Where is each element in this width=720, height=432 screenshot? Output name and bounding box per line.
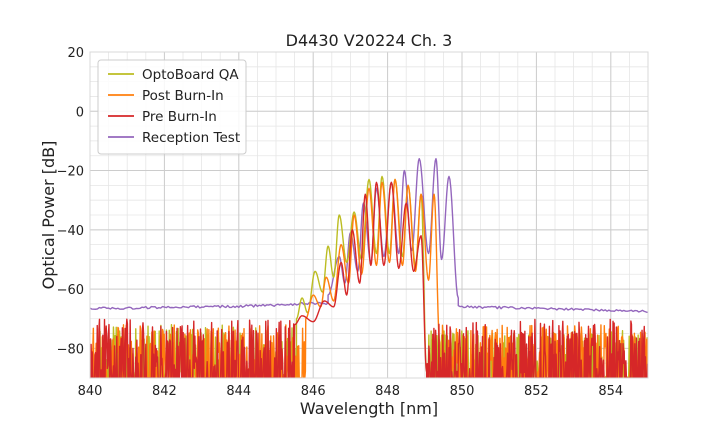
- y-tick-label: 20: [67, 46, 84, 61]
- x-tick-label: 854: [598, 384, 623, 399]
- x-tick-label: 840: [78, 384, 103, 399]
- legend-label: Pre Burn-In: [142, 109, 217, 125]
- plot-frame: [89, 51, 649, 379]
- legend-label: Reception Test: [142, 130, 240, 146]
- series-line-2: [90, 181, 648, 378]
- y-tick-label: −40: [57, 224, 84, 239]
- y-tick-label: −60: [57, 283, 84, 298]
- y-tick-label: −80: [57, 342, 84, 357]
- y-tick-label: 0: [76, 105, 84, 120]
- x-tick-label: 846: [301, 384, 326, 399]
- x-tick-label: 844: [226, 384, 251, 399]
- plot-area: [90, 157, 648, 378]
- x-tick-label: 852: [524, 384, 549, 399]
- x-tick-label: 842: [152, 384, 177, 399]
- series-layer: [90, 157, 648, 378]
- legend-label: Post Burn-In: [142, 88, 224, 104]
- legend-label: OptoBoard QA: [142, 67, 239, 83]
- x-tick-labels: 840 842 844 846 848 850 852 854: [78, 384, 624, 399]
- legend: OptoBoard QA Post Burn-In Pre Burn-In Recep…: [97, 59, 247, 155]
- chart-title: D4430 V20224 Ch. 3: [286, 31, 453, 50]
- y-axis-label: Optical Power [dB]: [39, 141, 58, 290]
- y-tick-labels: −80 −60 −40 −20 0 20: [57, 46, 84, 357]
- y-tick-label: −20: [57, 165, 84, 180]
- x-tick-label: 850: [450, 384, 475, 399]
- x-tick-label: 848: [375, 384, 400, 399]
- legend-box: [97, 59, 247, 155]
- x-axis-label: Wavelength [nm]: [300, 399, 438, 418]
